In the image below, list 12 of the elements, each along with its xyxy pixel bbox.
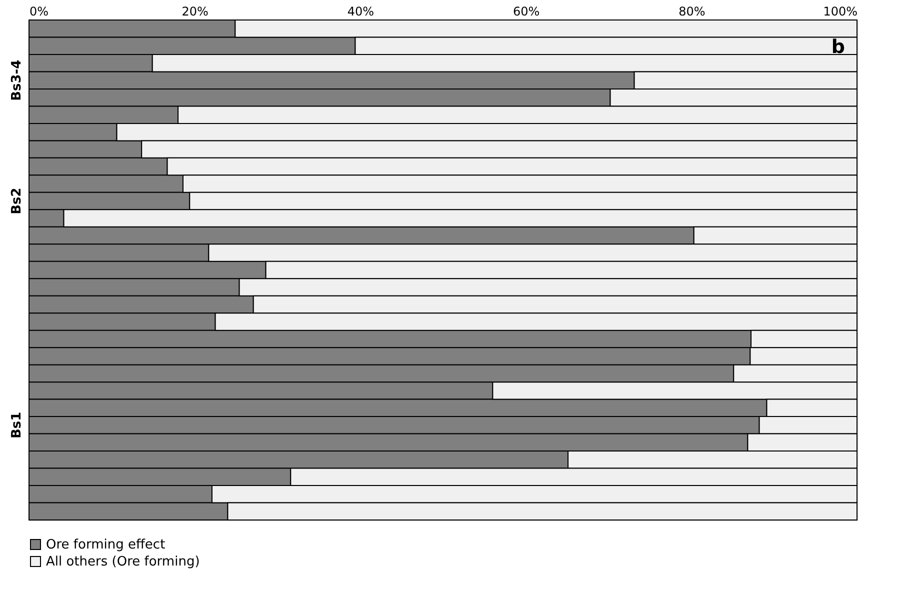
y-tick-label: Bs3-4 bbox=[10, 60, 24, 101]
x-tick-label: 20% bbox=[182, 4, 208, 18]
x-tick-label: 80% bbox=[678, 4, 706, 18]
y-tick-label: Bs1 bbox=[10, 412, 24, 439]
x-tick-label: 100% bbox=[823, 4, 858, 18]
x-tick-label: 60% bbox=[512, 4, 540, 18]
y-tick-label: Bs2 bbox=[10, 188, 24, 214]
legend-label: All others (Ore forming) bbox=[46, 554, 200, 570]
annotation: b bbox=[831, 36, 845, 58]
legend-label: Ore forming effect bbox=[46, 538, 166, 552]
x-tick-label: 40% bbox=[347, 4, 374, 18]
x-tick-label: 0% bbox=[30, 4, 49, 18]
